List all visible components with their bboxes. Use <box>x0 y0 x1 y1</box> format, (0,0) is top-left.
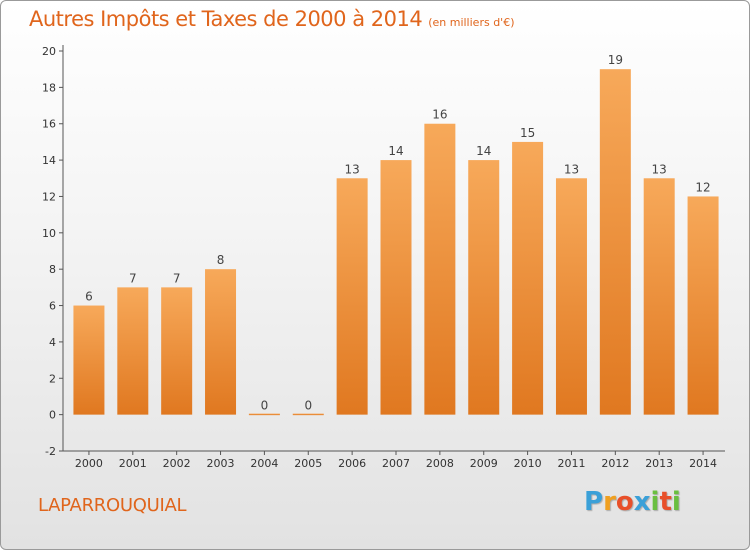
y-tick-label: 20 <box>42 45 56 58</box>
bar-2003 <box>205 269 237 415</box>
bar-2008 <box>424 123 456 415</box>
x-tick-label-2011: 2011 <box>557 457 585 470</box>
y-tick-label: 6 <box>49 300 56 313</box>
value-label-2007: 14 <box>388 144 403 158</box>
x-tick-label-2008: 2008 <box>426 457 454 470</box>
logo-letter: P <box>584 487 604 517</box>
y-tick-label: 12 <box>42 190 56 203</box>
x-tick-label-2001: 2001 <box>119 457 147 470</box>
value-label-2013: 13 <box>652 162 667 176</box>
y-tick-label: 10 <box>42 227 56 240</box>
bar-2001 <box>117 287 149 415</box>
bar-2013 <box>643 178 675 415</box>
chart-title: Autres Impôts et Taxes de 2000 à 2014 (en… <box>29 7 514 31</box>
chart-bars <box>73 69 719 416</box>
bar-2009 <box>468 160 500 415</box>
x-tick-label-2013: 2013 <box>645 457 673 470</box>
x-tick-label-2007: 2007 <box>382 457 410 470</box>
bar-2000 <box>73 305 105 415</box>
logo-letter: i <box>671 487 681 517</box>
chart-title-text: Autres Impôts et Taxes de 2000 à 2014 <box>29 7 423 31</box>
bar-2014 <box>687 196 719 415</box>
bar-2004 <box>248 413 280 416</box>
y-tick-label: 0 <box>49 409 56 422</box>
bar-2010 <box>512 141 544 415</box>
x-tick-label-2003: 2003 <box>207 457 235 470</box>
x-tick-label-2006: 2006 <box>338 457 366 470</box>
logo-letter: t <box>659 487 672 517</box>
value-label-2011: 13 <box>564 162 579 176</box>
bar-2012 <box>599 69 631 415</box>
value-label-2005: 0 <box>304 399 312 413</box>
chart-title-unit: (en milliers d'€) <box>428 16 515 29</box>
bar-2011 <box>555 178 587 415</box>
logo-letter: o <box>615 487 634 517</box>
x-tick-label-2000: 2000 <box>75 457 103 470</box>
bar-2006 <box>336 178 368 415</box>
y-tick-label: 4 <box>49 336 56 349</box>
proxiti-logo: Proxiti <box>584 487 681 517</box>
value-label-2001: 7 <box>129 271 137 285</box>
value-label-2004: 0 <box>261 399 269 413</box>
y-tick-label: 18 <box>42 81 56 94</box>
bar-2002 <box>161 287 193 415</box>
value-label-2002: 7 <box>173 271 181 285</box>
y-tick-label: 8 <box>49 263 56 276</box>
value-label-2003: 8 <box>217 253 225 267</box>
logo-letter: i <box>650 487 660 517</box>
commune-name: LAPARROUQUIAL <box>38 495 187 516</box>
value-label-2010: 15 <box>520 126 535 140</box>
value-label-2012: 19 <box>608 53 623 67</box>
x-tick-label-2010: 2010 <box>514 457 542 470</box>
x-tick-label-2009: 2009 <box>470 457 498 470</box>
value-label-2014: 12 <box>695 180 710 194</box>
chart-axes: -2 0 2 4 6 8 10 12 14 16 18 20 2000 2001 2002 2003 2004 2… <box>42 45 725 470</box>
logo-letter: x <box>633 487 651 517</box>
value-label-2009: 14 <box>476 144 491 158</box>
value-label-2000: 6 <box>85 290 93 304</box>
x-tick-label-2012: 2012 <box>601 457 629 470</box>
x-tick-label-2005: 2005 <box>294 457 322 470</box>
x-tick-label-2004: 2004 <box>250 457 278 470</box>
y-tick-label: 14 <box>42 154 56 167</box>
logo-letter: r <box>603 487 616 517</box>
y-tick-label: 2 <box>49 372 56 385</box>
x-tick-label-2014: 2014 <box>689 457 717 470</box>
bar-2005 <box>292 413 324 416</box>
y-tick-label: 16 <box>42 118 56 131</box>
chart-value-labels: 6 7 7 8 0 0 13 14 16 14 15 13 19 13 12 <box>85 53 711 412</box>
value-label-2006: 13 <box>344 162 359 176</box>
value-label-2008: 16 <box>432 108 447 122</box>
bar-2007 <box>380 160 412 415</box>
y-tick-label: -2 <box>45 445 56 458</box>
x-tick-label-2002: 2002 <box>163 457 191 470</box>
